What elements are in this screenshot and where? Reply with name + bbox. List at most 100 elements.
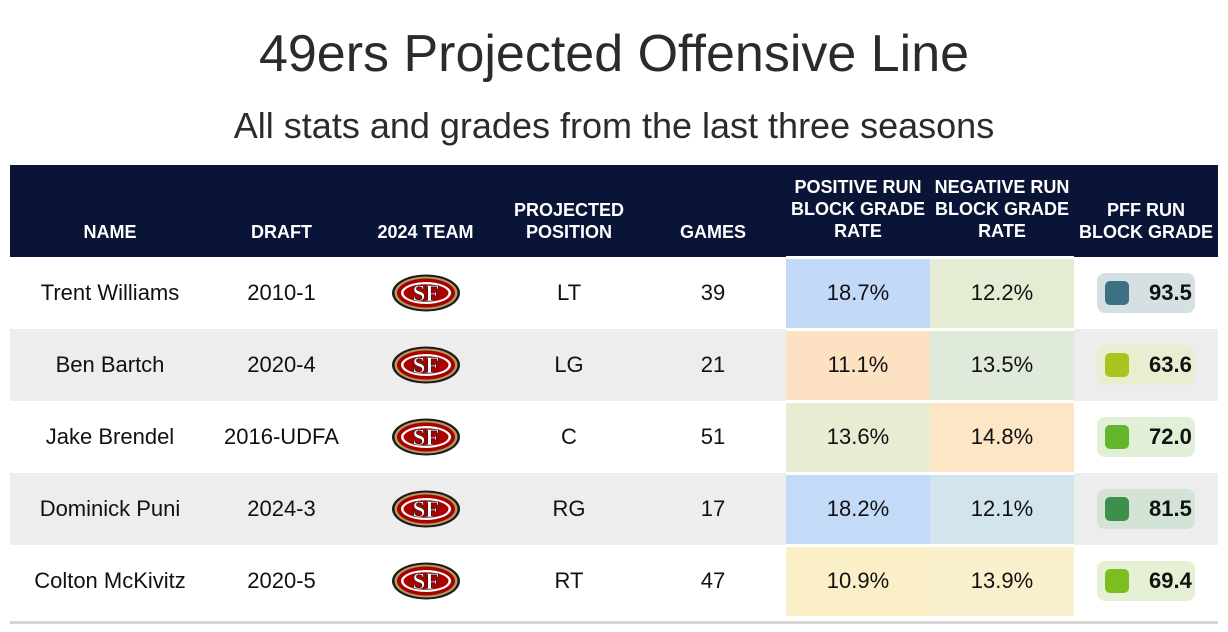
player-position-text: LT: [556, 280, 582, 305]
player-name-text: Ben Bartch: [55, 352, 165, 377]
header-negative-rate: NEGATIVE RUN BLOCK GRADE RATE: [934, 176, 1070, 241]
table-row: Dominick Puni 2024-3 SF RG 17 18.2% 12.1…: [10, 471, 1218, 547]
negative-rate-text: 13.9%: [970, 568, 1034, 593]
positive-rate-cell: 18.7%: [786, 255, 930, 331]
positive-rate-cell: 13.6%: [786, 399, 930, 475]
table-bottom-rule: [10, 621, 1218, 624]
player-position: RG: [498, 473, 640, 545]
page-subtitle: All stats and grades from the last three…: [233, 105, 995, 146]
grade-swatch: [1105, 425, 1129, 449]
grade-value: 81.5: [1149, 496, 1192, 521]
positive-rate-text: 10.9%: [826, 568, 890, 593]
player-name: Colton McKivitz: [10, 545, 210, 617]
player-name-text: Dominick Puni: [39, 496, 181, 521]
grade-swatch: [1105, 569, 1129, 593]
grade-value: 93.5: [1149, 280, 1192, 305]
table-row: Ben Bartch 2020-4 SF LG 21 11.1% 13.5% 6…: [10, 327, 1218, 403]
player-position: RT: [498, 545, 640, 617]
svg-text:SF: SF: [412, 497, 439, 522]
pff-grade-cell: 63.6: [1074, 329, 1218, 401]
pff-grade-cell: 72.0: [1074, 401, 1218, 473]
negative-rate-cell: 12.2%: [930, 255, 1074, 331]
negative-rate-cell: 13.5%: [930, 327, 1074, 403]
negative-rate-cell: 14.8%: [930, 399, 1074, 475]
player-team: SF: [353, 545, 498, 617]
player-games: 47: [640, 545, 786, 617]
negative-rate-text: 13.5%: [970, 352, 1034, 377]
positive-rate-cell: 18.2%: [786, 471, 930, 547]
grade-badge: 93.5: [1097, 273, 1195, 313]
table-row: Jake Brendel 2016-UDFA SF C 51 13.6% 14.…: [10, 399, 1218, 475]
positive-rate-cell: 11.1%: [786, 327, 930, 403]
pff-grade-cell: 69.4: [1074, 545, 1218, 617]
positive-rate-text: 18.7%: [826, 280, 890, 305]
negative-rate-cell: 13.9%: [930, 543, 1074, 619]
player-position-text: RT: [554, 568, 584, 593]
negative-rate-text: 12.2%: [970, 280, 1034, 305]
table-row: Trent Williams 2010-1 SF LT 39 18.7% 12.…: [10, 255, 1218, 331]
player-position: C: [498, 401, 640, 473]
negative-rate-text: 14.8%: [970, 424, 1034, 449]
player-draft-text: 2020-4: [247, 352, 316, 377]
grade-badge: 81.5: [1097, 489, 1195, 529]
header-games: GAMES: [679, 222, 746, 242]
negative-rate-text: 12.1%: [970, 496, 1034, 521]
player-games: 39: [640, 257, 786, 329]
table-header-row: NAME DRAFT 2024 TEAM PROJECTED POSITION …: [10, 165, 1218, 257]
player-games-text: 51: [700, 424, 726, 449]
grade-swatch: [1105, 497, 1129, 521]
player-team: SF: [353, 401, 498, 473]
positive-rate-text: 18.2%: [826, 496, 890, 521]
player-games: 21: [640, 329, 786, 401]
page-title: 49ers Projected Offensive Line: [258, 25, 970, 83]
grade-swatch: [1105, 281, 1129, 305]
sf-49ers-logo-icon: SF: [391, 490, 460, 528]
player-games-text: 17: [700, 496, 726, 521]
positive-rate-text: 11.1%: [827, 352, 889, 377]
sf-49ers-logo-icon: SF: [391, 274, 460, 312]
grade-value: 72.0: [1149, 424, 1192, 449]
player-position-text: RG: [552, 496, 586, 521]
player-draft: 2024-3: [210, 473, 353, 545]
pff-grade-cell: 93.5: [1074, 257, 1218, 329]
header-team: 2024 TEAM: [377, 222, 474, 242]
table-row: Colton McKivitz 2020-5 SF RT 47 10.9% 13…: [10, 543, 1218, 619]
grade-badge: 69.4: [1097, 561, 1195, 601]
player-position-text: LG: [554, 352, 584, 377]
sf-49ers-logo-icon: SF: [391, 346, 460, 384]
negative-rate-cell: 12.1%: [930, 471, 1074, 547]
player-team: SF: [353, 473, 498, 545]
header-name: NAME: [83, 222, 137, 242]
player-position-text: C: [561, 424, 577, 449]
sf-49ers-logo-icon: SF: [391, 418, 460, 456]
player-draft: 2020-5: [210, 545, 353, 617]
grade-value: 69.4: [1149, 568, 1192, 593]
header-pff-grade: PFF RUN BLOCK GRADE: [1079, 200, 1213, 242]
player-name: Ben Bartch: [10, 329, 210, 401]
player-draft-text: 2020-5: [247, 568, 316, 593]
positive-rate-cell: 10.9%: [786, 543, 930, 619]
player-draft: 2016-UDFA: [210, 401, 353, 473]
svg-text:SF: SF: [412, 425, 439, 450]
grade-badge: 63.6: [1097, 345, 1195, 385]
player-games-text: 39: [700, 280, 726, 305]
header-position: PROJECTED POSITION: [513, 200, 625, 242]
player-name-text: Jake Brendel: [45, 424, 175, 449]
player-draft: 2020-4: [210, 329, 353, 401]
header-positive-rate: POSITIVE RUN BLOCK GRADE RATE: [791, 176, 925, 241]
player-name-text: Trent Williams: [40, 280, 180, 305]
player-draft: 2010-1: [210, 257, 353, 329]
player-games: 17: [640, 473, 786, 545]
svg-text:SF: SF: [412, 353, 439, 378]
player-games-text: 21: [700, 352, 726, 377]
grade-value: 63.6: [1149, 352, 1192, 377]
svg-text:SF: SF: [412, 569, 439, 594]
header-draft: DRAFT: [251, 222, 312, 242]
player-team: SF: [353, 329, 498, 401]
player-games: 51: [640, 401, 786, 473]
svg-text:SF: SF: [412, 281, 439, 306]
sf-49ers-logo-icon: SF: [391, 562, 460, 600]
player-draft-text: 2010-1: [247, 280, 316, 305]
player-name-text: Colton McKivitz: [34, 568, 186, 593]
player-position: LG: [498, 329, 640, 401]
